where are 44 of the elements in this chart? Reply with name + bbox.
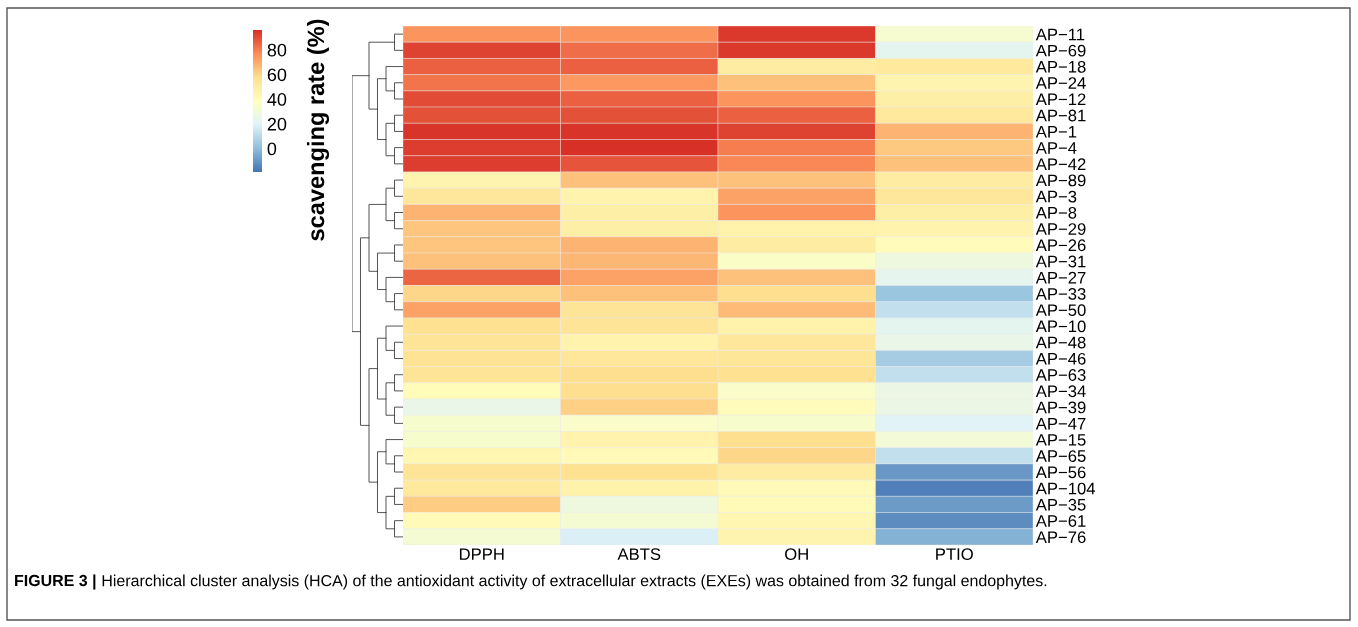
y-tick-label: AP−65 [1035,450,1086,462]
color-bar-label: 0 [267,142,277,156]
color-bar-label: 60 [267,68,287,82]
y-tick-label: AP−31 [1035,255,1086,268]
y-tick-label: AP−48 [1035,336,1086,349]
y-tick-label: AP−104 [1035,482,1096,495]
y-tick-label: AP−24 [1035,77,1086,89]
y-tick-label: AP−15 [1035,434,1086,446]
y-tick-label: AP−61 [1035,515,1086,527]
y-tick-label: AP−8 [1035,206,1077,219]
x-tick-label: DPPH [459,548,504,560]
text: Hierarchical cluster analysis (HCA) of the antioxidant activity of extracellular extracts (EXEs) was obtained from 32 fungal endophytes. [102,574,1047,590]
x-tick-label: PTIO [936,548,973,561]
y-tick-label: AP−3 [1035,190,1077,203]
y-tick-label: AP−4 [1035,142,1077,154]
caption: FIGURE 3 | [15,574,96,590]
y-tick-label: AP−81 [1035,109,1086,122]
y-tick-label: AP−1 [1035,125,1077,138]
y-tick-label: AP−11 [1035,28,1085,41]
y-tick-label: AP−46 [1035,352,1086,365]
y-tick-label: AP−33 [1035,288,1086,300]
x-tick-label: ABTS [617,548,661,561]
x-tick-label: OH [785,548,808,561]
y-tick-label: AP−89 [1035,174,1086,187]
y-tick-label: AP−56 [1035,466,1086,479]
y-tick-label: AP−10 [1035,320,1086,333]
y-tick-label: AP−34 [1035,385,1086,398]
y-tick-label: AP−47 [1035,417,1086,430]
y-tick-label: AP−18 [1035,60,1086,73]
y-tick-label: AP−29 [1035,223,1086,235]
color-bar-label: 20 [267,117,287,131]
y-tick-label: AP−42 [1035,158,1086,170]
y-tick-label: AP−63 [1035,369,1086,381]
y-tick-label: AP−27 [1035,271,1086,284]
color-bar-label: 40 [267,93,287,106]
color-bar-title: scavenging rate (%) [306,19,330,241]
color-bar-label: 80 [267,43,287,57]
y-tick-label: AP−39 [1035,401,1086,414]
y-tick-label: AP−76 [1035,531,1086,544]
y-tick-label: AP−50 [1035,304,1086,317]
y-tick-label: AP−35 [1035,498,1086,511]
y-tick-label: AP−69 [1035,44,1086,57]
y-tick-label: AP−26 [1035,239,1086,252]
y-tick-label: AP−12 [1035,93,1086,106]
